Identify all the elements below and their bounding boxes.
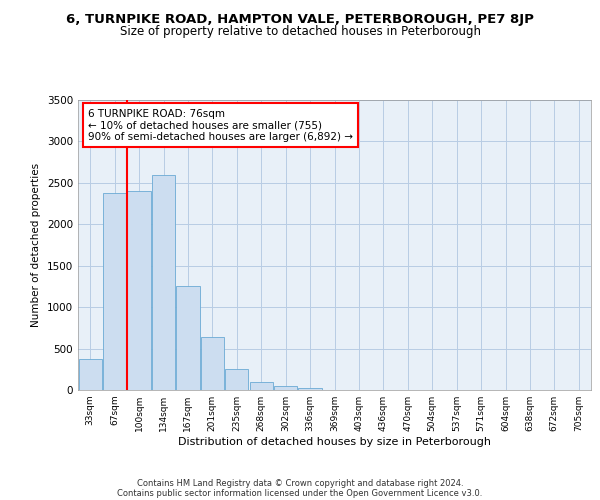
Text: 6, TURNPIKE ROAD, HAMPTON VALE, PETERBOROUGH, PE7 8JP: 6, TURNPIKE ROAD, HAMPTON VALE, PETERBOR…	[66, 12, 534, 26]
Bar	[79, 358, 102, 390]
Y-axis label: Number of detached properties: Number of detached properties	[31, 163, 41, 327]
Bar	[127, 191, 151, 390]
Bar	[274, 386, 297, 390]
Bar	[152, 174, 175, 390]
Bar	[176, 286, 200, 390]
Bar	[103, 193, 126, 390]
Bar	[225, 370, 248, 390]
Bar	[298, 388, 322, 390]
Bar	[250, 382, 273, 390]
Text: 6 TURNPIKE ROAD: 76sqm
← 10% of detached houses are smaller (755)
90% of semi-de: 6 TURNPIKE ROAD: 76sqm ← 10% of detached…	[88, 108, 353, 142]
Text: Size of property relative to detached houses in Peterborough: Size of property relative to detached ho…	[119, 25, 481, 38]
Text: Contains public sector information licensed under the Open Government Licence v3: Contains public sector information licen…	[118, 488, 482, 498]
Bar	[201, 337, 224, 390]
X-axis label: Distribution of detached houses by size in Peterborough: Distribution of detached houses by size …	[178, 437, 491, 447]
Text: Contains HM Land Registry data © Crown copyright and database right 2024.: Contains HM Land Registry data © Crown c…	[137, 478, 463, 488]
